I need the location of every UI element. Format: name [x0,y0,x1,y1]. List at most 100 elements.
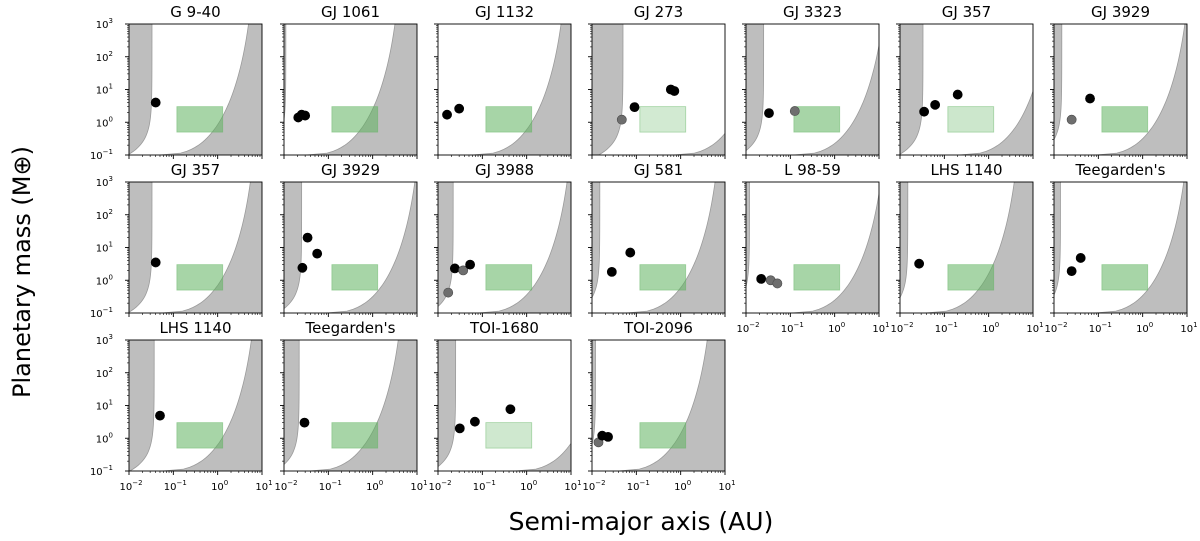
x-tick-label: 10−2 [274,479,297,493]
chart-panel: GJ 3988 [434,161,572,317]
panel-title: GJ 1132 [475,3,534,21]
panel-plot-area [746,182,879,313]
excluded-region-inner [129,182,153,313]
chart-panel: GJ 357 [896,3,1034,159]
x-tick-label: 10−1 [935,321,958,335]
x-tick-label-exp: −2 [1057,321,1067,329]
planet-point [756,273,767,284]
x-tick-label-base: 10 [473,482,486,493]
panel-title: GJ 3929 [321,161,380,179]
x-tick-label-exp: 1 [885,321,889,329]
excluded-region-outer [472,24,571,155]
y-tick-label: 101 [96,83,113,97]
x-tick-label-exp: 0 [1149,321,1153,329]
panel-title: GJ 3323 [783,3,842,21]
panel-plot-area [900,24,1033,155]
planet-point [629,102,640,113]
y-tick-label-exp: 3 [109,175,113,183]
x-tick-label-base: 10 [872,324,885,335]
planet-point [919,106,930,117]
x-tick-label: 10−1 [473,479,496,493]
candidate-planet-point [616,114,627,125]
x-tick-label-base: 10 [828,324,841,335]
x-tick-label: 101 [564,479,581,493]
y-tick-label-base: 10 [96,53,109,64]
panel-title: Teegarden's [305,319,396,337]
excluded-region-outer [626,182,725,313]
habitable-zone-box [639,264,687,291]
x-tick-label: 10−1 [627,479,650,493]
panel-title: GJ 581 [634,161,683,179]
excluded-region-inner [1054,182,1061,296]
x-tick-label-exp: −1 [1102,321,1112,329]
x-tick-label-base: 10 [582,482,595,493]
panel-title: TOI-2096 [623,319,693,337]
panel-plot-area [438,340,571,471]
y-axis-label: Planetary mass (M⊕) [8,146,36,398]
chart-panel: GJ 1132 [434,3,572,159]
excluded-region-inner [592,24,624,155]
excluded-region-outer [793,43,879,155]
x-tick-label-base: 10 [1044,324,1057,335]
habitable-zone-box [793,106,841,133]
excluded-region-inner [746,24,765,152]
habitable-zone-box [485,264,533,291]
y-tick-label-base: 10 [96,336,109,347]
habitable-zone-box [485,422,533,449]
candidate-planet-point [772,278,783,289]
y-tick-label-exp: 0 [109,431,113,439]
excluded-region-outer [161,182,262,313]
habitable-zone-box [176,422,224,449]
planet-point [454,103,465,114]
y-tick-label-exp: 0 [109,115,113,123]
y-tick-label-base: 10 [96,178,109,189]
x-tick-label-base: 10 [319,482,332,493]
x-tick-label-exp: −1 [332,479,342,487]
x-tick-label-exp: 1 [423,479,427,487]
y-tick-label-base: 10 [96,244,109,255]
planet-point [300,110,311,121]
x-tick-label-exp: −2 [903,321,913,329]
x-tick-label-exp: −2 [132,479,142,487]
x-tick-label: 10−2 [736,321,759,335]
excluded-region-outer [306,24,417,155]
panel-title: GJ 3988 [475,161,534,179]
y-tick-label-exp: 2 [109,208,113,216]
panel-plot-area [284,340,417,471]
x-tick-label: 10−2 [428,479,451,493]
panel-title: GJ 1061 [321,3,380,21]
habitable-zone-box [176,264,224,291]
x-tick-label-exp: 1 [1193,321,1197,329]
panel-title: GJ 357 [942,3,991,21]
y-tick-label: 103 [96,175,113,189]
chart-panel: GJ 581 [588,161,726,317]
y-tick-label: 103 [96,333,113,347]
habitable-zone-box [1101,106,1149,133]
x-tick-label: 101 [718,479,735,493]
x-tick-label: 10−1 [164,479,187,493]
x-tick-label-exp: 1 [1039,321,1043,329]
y-tick-label-base: 10 [90,309,103,320]
excluded-region-inner [284,182,303,310]
planet-point [465,259,476,270]
x-tick-label: 10−1 [319,479,342,493]
y-tick-label-exp: 1 [109,399,113,407]
panel-plot-area [284,182,417,313]
habitable-zone-box [485,106,533,133]
excluded-region-outer [159,24,262,155]
habitable-zone-box [639,106,687,133]
panel-title: GJ 273 [634,3,683,21]
y-tick-label: 10−1 [90,306,113,320]
y-tick-label-base: 10 [96,402,109,413]
excluded-region-inner [284,24,287,123]
y-tick-label-exp: 3 [109,17,113,25]
panel-title: GJ 3929 [1091,3,1150,21]
x-tick-label: 100 [982,321,999,335]
